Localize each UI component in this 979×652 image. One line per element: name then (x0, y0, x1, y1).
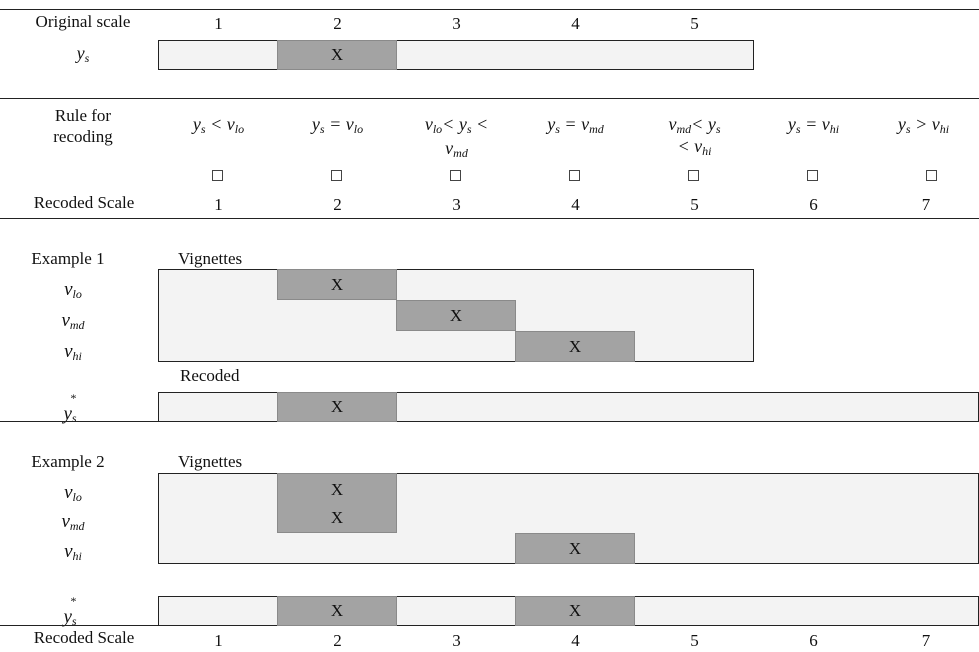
bottom-recoded-scale-value-4: 4 (571, 631, 580, 650)
rule-5-line1: vmd< ys (668, 114, 721, 136)
example-2-label: Example 2 (31, 452, 105, 471)
recoded-scale-value-5: 5 (690, 195, 699, 214)
example-1-recoded-mark: X (277, 392, 397, 422)
bottom-recoded-scale-label: Recoded Scale (33, 628, 135, 647)
original-scale-value-4: 4 (571, 14, 580, 33)
original-scale-value-3: 3 (452, 14, 461, 33)
rule-checkbox-1 (212, 170, 223, 181)
example-1-vhi-label: vhi (64, 341, 82, 364)
example-2-recoded-mark-4: X (515, 596, 635, 626)
rule-checkbox-2 (331, 170, 342, 181)
example-1-recoded-label: Recoded (180, 366, 240, 385)
recoded-scale-value-7: 7 (921, 195, 931, 214)
recoded-scale-value-1: 1 (214, 195, 223, 214)
rule-3-line2: vmd (445, 138, 468, 160)
example-2-vlo-mark: X (330, 480, 344, 499)
example-2-vlo-vmd-mark-cell (277, 473, 397, 533)
recoded-scale-value-2: 2 (333, 195, 342, 214)
example-1-vlo-label: vlo (64, 279, 82, 302)
rule-5-line2: < vhi (677, 136, 712, 158)
example-1-bottom-rule (0, 421, 160, 422)
rule-checkbox-7 (926, 170, 937, 181)
example-2-vmd-mark: X (330, 508, 344, 527)
bottom-recoded-scale-value-1: 1 (214, 631, 223, 650)
example-2-vignettes-label: Vignettes (178, 452, 243, 471)
original-scale-value-1: 1 (214, 14, 223, 33)
example-1-label: Example 1 (31, 249, 105, 268)
recoded-scale-value-4: 4 (571, 195, 580, 214)
example-1-ystar-label: y*s (63, 391, 77, 426)
example-2-vlo-label: vlo (64, 482, 82, 505)
rule-7: ys > vhi (897, 114, 950, 136)
example-2-vhi-mark: X (515, 533, 635, 564)
recoded-scale-value-3: 3 (452, 195, 461, 214)
example-1-vmd-mark: X (396, 300, 516, 331)
rule-2: ys = vlo (311, 114, 364, 136)
rule-checkbox-6 (807, 170, 818, 181)
rules-top-rule (0, 98, 979, 99)
example-2-recoded-mark-2: X (277, 596, 397, 626)
bottom-recoded-scale-value-6: 6 (809, 631, 818, 650)
bottom-recoded-scale-value-7: 7 (921, 631, 931, 650)
recoded-scale-label: Recoded Scale (33, 193, 135, 212)
example-2-bottom-rule (0, 625, 160, 626)
example-1-vlo-mark: X (277, 269, 397, 300)
original-scale-label: Original scale (35, 12, 131, 31)
top-rule (0, 9, 979, 10)
rule-label-line1: Rule for (54, 106, 112, 125)
rule-checkbox-4 (569, 170, 580, 181)
rule-4: ys = vmd (547, 114, 604, 136)
example-1-vhi-mark: X (515, 331, 635, 362)
rule-1: ys < vlo (192, 114, 245, 136)
ys-mark-cell: X (277, 40, 397, 70)
rule-3-line1: vlo< ys < (424, 114, 489, 136)
rule-6: ys = vhi (787, 114, 840, 136)
example-2-ystar-label: y*s (63, 594, 77, 629)
rule-label-line2: recoding (53, 127, 113, 146)
rule-checkbox-3 (450, 170, 461, 181)
rule-checkbox-5 (688, 170, 699, 181)
bottom-recoded-scale-value-5: 5 (690, 631, 699, 650)
rules-bottom-rule (0, 218, 979, 219)
original-scale-value-5: 5 (690, 14, 699, 33)
example-2-vmd-label: vmd (61, 511, 85, 534)
example-2-vhi-label: vhi (64, 541, 82, 564)
example-1-vignettes-label: Vignettes (178, 249, 243, 268)
example-1-vmd-label: vmd (61, 310, 85, 333)
bottom-recoded-scale-value-2: 2 (333, 631, 342, 650)
ys-row-label: ys (76, 43, 90, 65)
bottom-recoded-scale-value-3: 3 (452, 631, 461, 650)
recoded-scale-value-6: 6 (809, 195, 818, 214)
ys-response-strip (158, 40, 754, 70)
original-scale-value-2: 2 (333, 14, 342, 33)
